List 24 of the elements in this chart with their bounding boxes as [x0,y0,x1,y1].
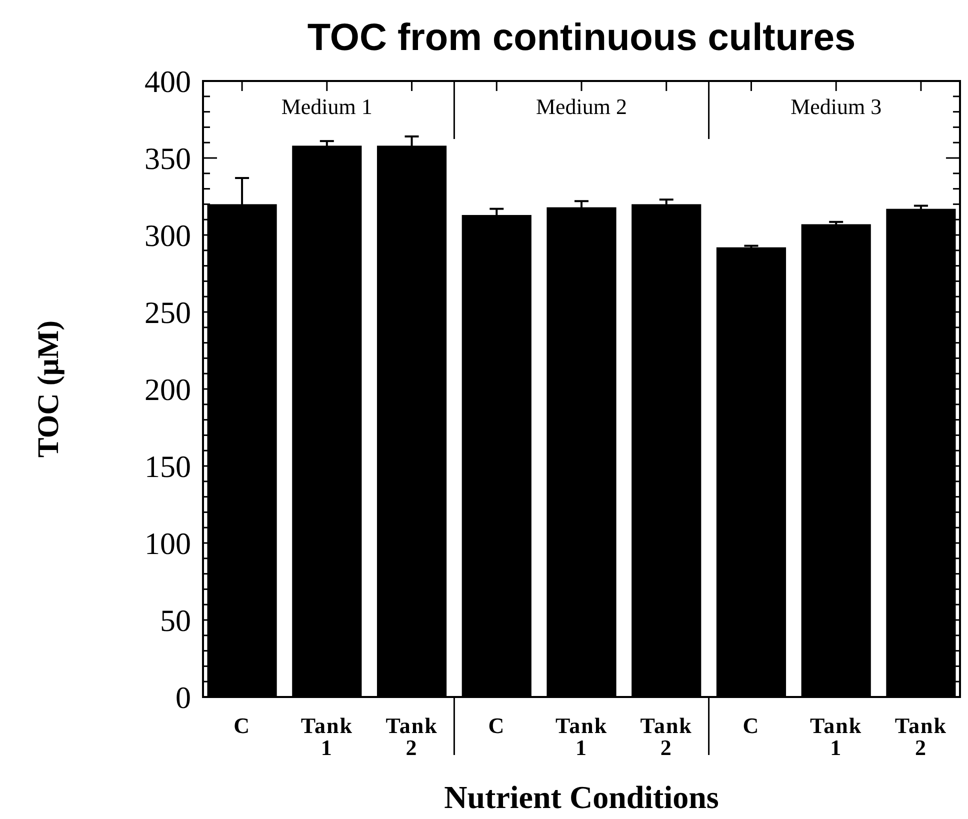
y-tick-label: 50 [160,602,191,638]
y-tick-label: 150 [144,448,191,484]
y-tick-label: 250 [144,294,191,330]
y-tick-label: 200 [144,372,191,407]
x-tick-label: Tank 1 [555,713,608,760]
y-tick-label: 350 [144,140,191,176]
annotation: Medium 1 [281,94,372,119]
x-tick-label: Tank 1 [300,713,353,760]
x-tick-label: Tank 2 [894,713,948,760]
y-tick-label: 100 [144,526,191,561]
y-tick-label: 400 [144,64,191,99]
chart-title: TOC from continuous cultures [307,17,856,59]
annotation: Medium 3 [790,94,882,119]
x-tick-label: C [742,713,760,738]
y-axis-title: TOC (μM) [32,320,65,458]
annotation: Medium 2 [536,94,628,119]
x-tick-label: C [488,713,506,738]
y-tick-label: 0 [176,680,191,715]
x-tick-label: Tank 1 [810,713,862,760]
x-tick-label: C [234,713,250,738]
x-axis-title: Nutrient Conditions [444,779,719,815]
x-tick-label: Tank 2 [640,713,692,760]
x-tick-label: Tank 2 [386,713,438,760]
y-tick-label: 300 [144,218,191,253]
